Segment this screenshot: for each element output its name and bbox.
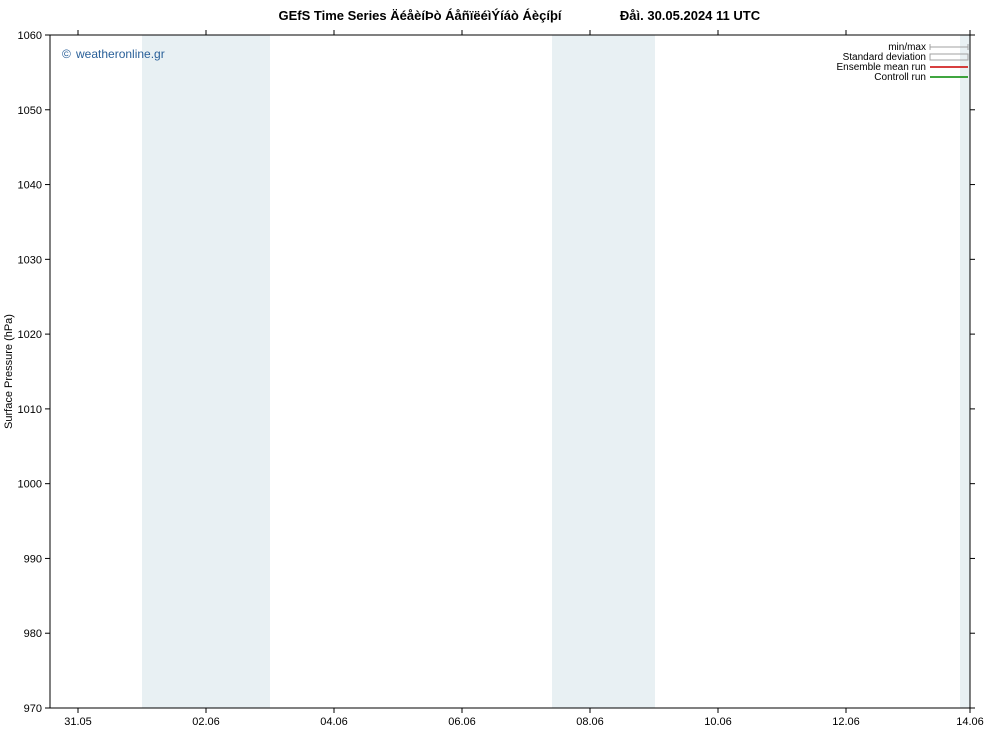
y-tick-label: 1000 xyxy=(18,479,42,491)
y-axis-label: Surface Pressure (hPa) xyxy=(3,314,15,429)
y-tick-label: 1040 xyxy=(18,180,42,192)
x-tick-label: 12.06 xyxy=(832,716,860,728)
chart-container: 970 980 990 1000 1010 1020 1030 1040 1050 1060 31.… xyxy=(0,0,1000,733)
x-tick-label: 04.06 xyxy=(320,716,348,728)
y-tick-label: 1020 xyxy=(18,329,42,341)
y-tick-label: 990 xyxy=(24,553,42,565)
y-tick-label: 970 xyxy=(24,703,42,715)
y-tick-label: 1060 xyxy=(18,30,42,42)
shaded-band-2 xyxy=(960,35,970,708)
pressure-chart: 970 980 990 1000 1010 1020 1030 1040 1050 1060 31.… xyxy=(0,0,1000,733)
x-tick-label: 06.06 xyxy=(448,716,476,728)
y-tick-label: 1010 xyxy=(18,404,42,416)
shaded-band-0 xyxy=(142,35,270,708)
x-tick-label: 08.06 xyxy=(576,716,604,728)
x-tick-label: 02.06 xyxy=(192,716,220,728)
legend-label-3: Controll run xyxy=(874,72,926,83)
y-tick-label: 1030 xyxy=(18,254,42,266)
x-tick-label: 31.05 xyxy=(64,716,92,728)
y-tick-label: 1050 xyxy=(18,105,42,117)
x-tick-label: 10.06 xyxy=(704,716,732,728)
x-tick-label: 14.06 xyxy=(956,716,984,728)
chart-title-right: Ðåì. 30.05.2024 11 UTC xyxy=(620,8,761,23)
watermark-text: weatheronline.gr xyxy=(75,47,165,61)
shaded-band-1 xyxy=(552,35,655,708)
y-tick-label: 980 xyxy=(24,628,42,640)
chart-title-left: GEfS Time Series ÄéåèíÞò ÁåñïëéìÝíáò Áèç… xyxy=(279,8,562,23)
watermark-prefix: © xyxy=(62,47,71,61)
